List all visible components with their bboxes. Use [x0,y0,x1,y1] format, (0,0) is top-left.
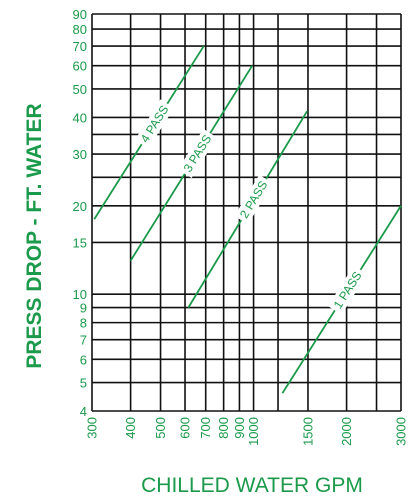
x-tick-label: 600 [178,417,193,439]
y-tick-label: 60 [73,59,87,74]
y-tick-label: 8 [80,316,87,331]
y-tick-label: 10 [73,287,87,302]
y-tick-label: 7 [80,333,87,348]
x-tick-label: 700 [198,417,213,439]
y-tick-label: 4 [80,404,87,419]
y-tick-label: 70 [73,39,87,54]
x-tick-label: 2000 [339,417,354,446]
y-tick-label: 50 [73,82,87,97]
y-tick-label: 6 [80,352,87,367]
y-tick-label: 20 [73,199,87,214]
x-tick-label: 1500 [300,417,315,446]
x-tick-label: 900 [232,417,247,439]
series-label-bg [178,128,217,179]
x-axis-label: CHILLED WATER GPM [141,474,363,497]
x-tick-label: 3000 [394,417,409,446]
x-tick-labels: 300 400 500 600 700 800 900 1000 1500 2000 3000 [85,417,409,446]
y-tick-label: 30 [73,147,87,162]
y-tick-label: 90 [73,7,87,22]
y-tick-label: 9 [80,301,87,316]
x-tick-label: 500 [153,417,168,439]
grid-lines [91,13,402,412]
series-label-bg [328,265,368,315]
y-tick-label: 40 [73,110,87,125]
series-label-bg [234,174,273,225]
x-tick-label: 300 [85,417,100,439]
y-axis-label: PRESS DROP - FT. WATER [23,103,46,368]
x-tick-label: 1000 [246,417,261,446]
y-tick-label: 5 [80,376,87,391]
x-tick-label: 800 [216,417,231,439]
y-tick-label: 15 [73,235,87,250]
x-tick-label: 400 [123,417,138,439]
series-label-bg [134,99,175,149]
y-tick-label: 80 [73,22,87,37]
series-label-group: 4 PASS [134,99,175,149]
